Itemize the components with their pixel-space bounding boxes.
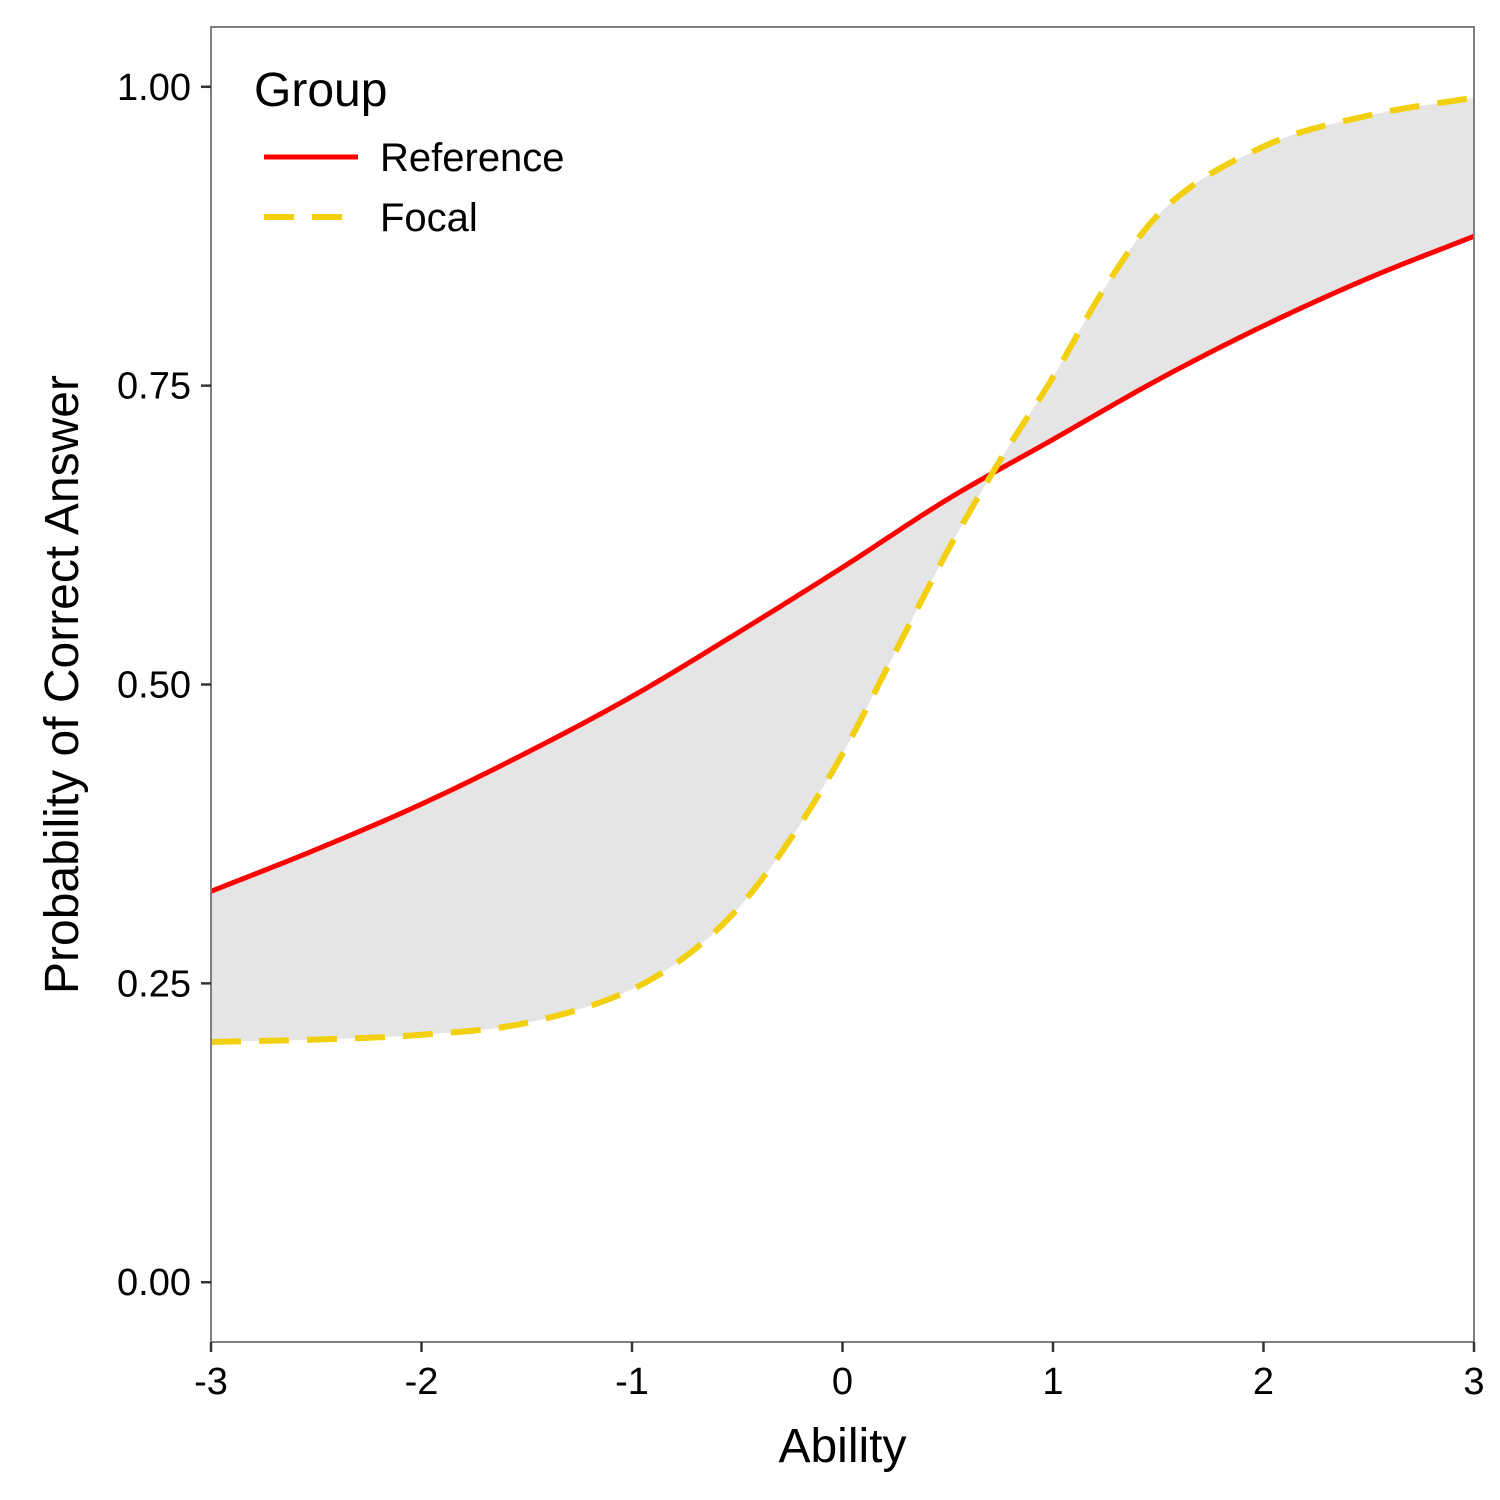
x-tick-label: 3: [1463, 1361, 1484, 1403]
legend: Group Reference Focal: [254, 64, 565, 240]
x-tick-label: -2: [405, 1361, 439, 1403]
legend-title: Group: [254, 64, 387, 117]
legend-label-focal: Focal: [380, 196, 478, 240]
y-axis-title: Probability of Correct Answer: [36, 375, 89, 994]
x-tick-label: 0: [832, 1361, 853, 1403]
y-tick-label: 0.25: [117, 963, 191, 1005]
plot-area: [210, 94, 1475, 1045]
x-tick-label: -3: [194, 1361, 228, 1403]
axes: 0.00 0.25 0.50 0.75 1.00 -3 -2 -1 0 1 2 3: [117, 26, 1485, 1403]
y-tick-label: 0.00: [117, 1262, 191, 1304]
legend-label-reference: Reference: [380, 136, 565, 180]
x-tick-label: -1: [615, 1361, 649, 1403]
y-tick-label: 0.50: [117, 665, 191, 707]
y-tick-label: 0.75: [117, 366, 191, 408]
x-tick-label: 2: [1253, 1361, 1274, 1403]
series-line-reference: [210, 233, 1475, 894]
x-axis-title: Ability: [778, 1420, 906, 1473]
series-line-focal: [210, 94, 1475, 1045]
y-tick-label: 1.00: [117, 67, 191, 109]
x-tick-label: 1: [1042, 1361, 1063, 1403]
